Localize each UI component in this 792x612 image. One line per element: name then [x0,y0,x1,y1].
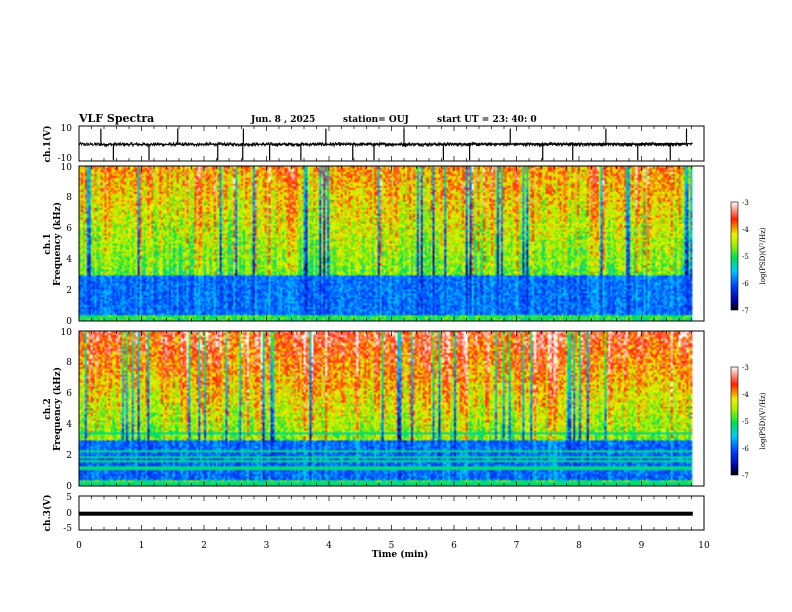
ch1-ylabel: ch.1(V) [42,126,53,163]
ch2-ylabel-channel: ch.2 [43,398,53,419]
date-label: Jun. 8 , 2025 [250,115,315,125]
x-tick-label: 10 [698,541,710,551]
ch2-ytick-0: 0 [66,482,72,492]
x-axis-label: Time (min) [372,549,429,560]
ch2-colorbar: -3 -4 -5 -6 -7 log(PSD)(V²/Hz) [730,364,767,480]
start-time-label: start UT = 23: 40: 0 [437,115,537,125]
ch2-ytick-10: 10 [61,328,73,338]
ch1-ytick-bottom: -10 [58,154,73,164]
ch2-spectrogram-panel: 0 2 4 6 8 10 ch.2 Frequency (kHz) [43,328,705,492]
ch1-waveform-line [78,141,693,148]
x-tick-label: 1 [139,541,145,551]
cb1-tick-4: -4 [742,226,749,234]
ch1-colorbar: -3 -4 -5 -6 -7 log(PSD)(V²/Hz) [730,199,767,315]
ch2-ytick-8: 8 [66,358,72,368]
ch2-spectrogram-image [79,331,704,486]
ch1-ylabel-channel: ch.1 [43,233,53,254]
cb2-label: log(PSD)(V²/Hz) [759,392,767,449]
ch3-ytick-top: 5 [66,493,72,503]
p1-tick-marks [78,126,705,161]
x-axis-tick-labels: 0 1 2 3 4 5 6 7 8 9 10 [76,541,710,551]
ch1-spectrogram-image [79,166,704,321]
cb2-tick-3: -3 [742,364,749,372]
ch3-ylabel: ch.3(V) [42,495,53,532]
ch1-spectrogram-panel: 0 2 4 6 8 10 ch.1 Frequency (kHz) [43,163,705,327]
ch1-ytick-10: 10 [61,163,73,173]
x-tick-label: 7 [514,541,520,551]
cb2-tick-7: -7 [742,472,749,480]
ch2-ylabel-frequency: Frequency (kHz) [52,367,63,451]
ch2-ytick-4: 4 [66,420,72,430]
ch1-ylabel-frequency: Frequency (kHz) [52,202,63,286]
cb2-tick-5: -5 [742,418,749,426]
x-tick-label: 3 [264,541,270,551]
cb1-tick-7: -7 [742,307,749,315]
ch1-ytick-4: 4 [66,255,72,265]
ch1-ytick-top: 10 [61,124,73,134]
station-label: station= OUJ [343,115,409,125]
x-tick-label: 6 [451,541,457,551]
ch3-ytick-bottom: -5 [63,524,72,534]
cb2-tick-6: -6 [742,445,749,453]
figure-title: VLF Spectra [78,112,154,125]
x-tick-label: 0 [76,541,82,551]
x-tick-label: 5 [389,541,395,551]
cb1-tick-6: -6 [742,280,749,288]
ch3-waveform-line [79,511,693,516]
x-tick-label: 9 [639,541,645,551]
cb1-tick-5: -5 [742,253,749,261]
cb1-label: log(PSD)(V²/Hz) [759,227,767,284]
cb2-tick-4: -4 [742,391,749,399]
ch2-ytick-2: 2 [66,451,72,461]
p3-tick-marks [78,331,705,486]
ch2-ytick-6: 6 [66,389,72,399]
x-tick-label: 8 [576,541,582,551]
ch3-ytick-mid: 0 [66,509,72,519]
ch1-waveform-panel: 10 -10 ch.1(V) [42,124,705,164]
ch1-ytick-0: 0 [66,317,72,327]
ch1-ytick-6: 6 [66,224,72,234]
x-tick-label: 2 [201,541,207,551]
ch1-ytick-8: 8 [66,193,72,203]
p4-tick-marks [78,496,705,530]
x-tick-label: 4 [326,541,332,551]
ch1-ytick-2: 2 [66,286,72,296]
cb1-tick-3: -3 [742,199,749,207]
p2-tick-marks [78,166,705,321]
ch3-waveform-panel: 5 0 -5 ch.3(V) [42,493,705,534]
